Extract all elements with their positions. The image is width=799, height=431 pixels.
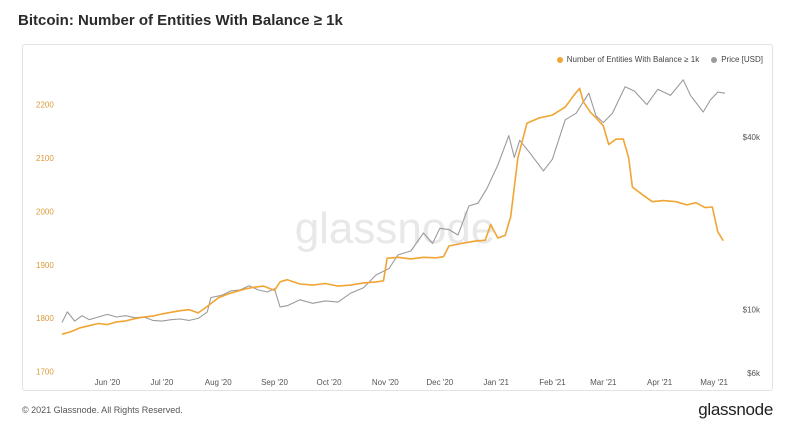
x-tick-label: Apr '21	[647, 378, 673, 387]
x-tick-label: Mar '21	[590, 378, 617, 387]
y-axis-left: 1700 1800 1900 2000 2100 2200	[36, 100, 54, 376]
x-tick-label: Jul '20	[150, 378, 173, 387]
legend-label-entities: Number of Entities With Balance ≥ 1k	[566, 55, 700, 64]
y-left-tick-label: 2000	[36, 207, 54, 216]
legend-label-price: Price [USD]	[721, 55, 763, 64]
y-right-tick-label: $40k	[743, 133, 761, 142]
x-tick-label: Jun '20	[95, 378, 121, 387]
y-right-tick-label: $6k	[747, 369, 761, 378]
chart-legend: Number of Entities With Balance ≥ 1k Pri…	[556, 55, 763, 64]
x-tick-label: Dec '20	[426, 378, 453, 387]
y-left-tick-label: 1800	[36, 314, 54, 323]
x-tick-label: Jan '21	[483, 378, 509, 387]
glassnode-logo[interactable]: glassnode	[698, 400, 773, 419]
x-tick-label: Feb '21	[539, 378, 566, 387]
legend-dot-entities	[556, 56, 563, 63]
copyright-text: © 2021 Glassnode. All Rights Reserved.	[22, 405, 183, 415]
series-group	[61, 79, 726, 335]
chart-panel	[22, 44, 773, 391]
y-left-tick-label: 2200	[36, 100, 54, 109]
watermark: glassnode	[295, 204, 496, 253]
series-line-price[interactable]	[61, 79, 726, 323]
y-right-tick-label: $10k	[743, 305, 761, 314]
x-tick-label: Nov '20	[372, 378, 399, 387]
x-tick-label: Aug '20	[205, 378, 232, 387]
x-axis: Jun '20 Jul '20 Aug '20 Sep '20 Oct '20 Nov '…	[95, 378, 729, 387]
x-tick-label: Sep '20	[261, 378, 288, 387]
legend-dot-price	[711, 56, 718, 63]
y-left-tick-label: 2100	[36, 154, 54, 163]
x-tick-label: May '21	[700, 378, 728, 387]
x-tick-label: Oct '20	[316, 378, 342, 387]
y-left-tick-label: 1900	[36, 261, 54, 270]
y-left-tick-label: 1700	[36, 368, 54, 377]
page-title: Bitcoin: Number of Entities With Balance…	[18, 12, 343, 29]
legend-item-entities[interactable]: Number of Entities With Balance ≥ 1k	[556, 55, 700, 64]
series-line-entities[interactable]	[61, 87, 724, 335]
legend-item-price[interactable]: Price [USD]	[711, 55, 763, 64]
y-axis-right: $6k $10k $40k	[743, 133, 761, 378]
